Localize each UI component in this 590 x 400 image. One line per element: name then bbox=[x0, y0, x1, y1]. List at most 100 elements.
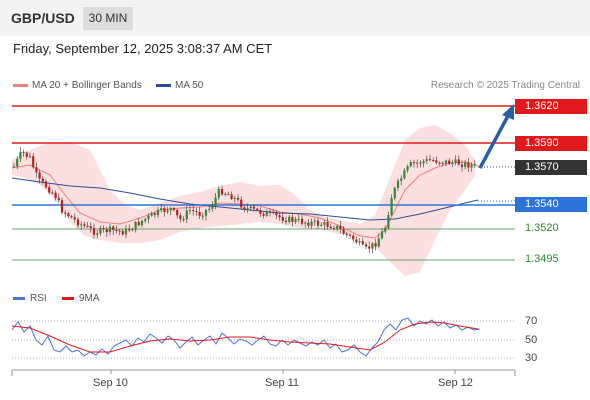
candle-body-135 bbox=[444, 160, 448, 164]
candle-body-143 bbox=[470, 164, 473, 168]
candle-body-138 bbox=[454, 159, 457, 163]
candle-body-11 bbox=[48, 187, 51, 193]
candle-body-141 bbox=[464, 162, 467, 167]
rsi-legend-rsi-label: RSI bbox=[30, 293, 47, 304]
candle-body-42 bbox=[147, 215, 150, 220]
candle-body-97 bbox=[323, 222, 326, 225]
candle-body-107 bbox=[355, 239, 358, 243]
candle-body-66 bbox=[224, 193, 227, 195]
candle-body-114 bbox=[377, 238, 380, 247]
candle-body-84 bbox=[281, 217, 284, 221]
rsi-legend-rsi-swatch bbox=[13, 296, 25, 300]
candle-body-64 bbox=[217, 189, 220, 198]
candle-body-55 bbox=[188, 209, 192, 211]
candle-body-115 bbox=[380, 231, 384, 239]
rsi-legend-ma-label: 9MA bbox=[79, 293, 100, 304]
candle-body-139 bbox=[457, 159, 460, 165]
candle-body-128 bbox=[422, 161, 425, 164]
candle-body-38 bbox=[134, 222, 137, 230]
candle-body-108 bbox=[358, 241, 361, 243]
candle-body-4 bbox=[25, 152, 28, 157]
candle-body-5 bbox=[28, 156, 32, 158]
candle-body-94 bbox=[313, 220, 316, 222]
candle-body-6 bbox=[32, 156, 35, 168]
candle-body-3 bbox=[22, 151, 25, 153]
candle-body-71 bbox=[240, 199, 243, 208]
candle-body-106 bbox=[352, 235, 355, 240]
candle-body-16 bbox=[64, 212, 67, 214]
candle-body-120 bbox=[396, 180, 400, 188]
candle-body-26 bbox=[96, 233, 99, 235]
candle-body-111 bbox=[368, 246, 371, 249]
candle-body-119 bbox=[393, 187, 396, 199]
candle-body-124 bbox=[409, 162, 412, 167]
candle-body-8 bbox=[38, 172, 41, 179]
candle-body-92 bbox=[307, 222, 310, 226]
candle-body-109 bbox=[361, 241, 364, 245]
candle-body-45 bbox=[156, 210, 160, 215]
rsi-level-50: 50 bbox=[525, 334, 538, 346]
candle-body-33 bbox=[118, 230, 121, 232]
forecast-arrowhead-icon bbox=[502, 104, 514, 120]
candle-body-116 bbox=[384, 227, 387, 232]
candle-body-50 bbox=[172, 207, 176, 210]
legend-ma20-swatch bbox=[13, 83, 28, 87]
candle-body-102 bbox=[339, 225, 342, 230]
candle-body-28 bbox=[102, 227, 105, 229]
candle-body-29 bbox=[105, 228, 108, 233]
candle-body-25 bbox=[92, 228, 96, 235]
candle-body-41 bbox=[144, 219, 147, 221]
candle-body-95 bbox=[316, 220, 320, 226]
rsi-ma-line bbox=[11, 321, 479, 353]
candle-body-82 bbox=[275, 212, 278, 216]
candle-body-63 bbox=[214, 197, 217, 206]
price-label-r1: 1.3590 bbox=[515, 136, 587, 151]
candle-body-77 bbox=[259, 210, 262, 214]
candle-body-57 bbox=[195, 210, 198, 212]
candle-body-58 bbox=[198, 211, 201, 216]
candle-body-43 bbox=[150, 213, 153, 216]
candlestick-series bbox=[12, 147, 476, 254]
candle-body-118 bbox=[390, 198, 393, 216]
candle-body-70 bbox=[236, 197, 240, 200]
candle-body-35 bbox=[124, 228, 128, 235]
candle-body-56 bbox=[192, 209, 195, 211]
candle-body-31 bbox=[112, 226, 115, 231]
rsi-level-70: 70 bbox=[525, 315, 538, 327]
rsi-legend-ma-swatch bbox=[62, 296, 74, 300]
chart-datetime: Friday, September 12, 2025 3:08:37 AM CE… bbox=[13, 41, 273, 56]
instrument-title: GBP/USD bbox=[11, 10, 75, 26]
rsi-legend-ma: 9MA bbox=[62, 293, 100, 304]
rsi-level-30: 30 bbox=[525, 352, 538, 364]
x-label-sep12: Sep 12 bbox=[438, 377, 473, 389]
candle-body-44 bbox=[153, 213, 156, 215]
ma50-line bbox=[11, 177, 479, 221]
candle-body-65 bbox=[220, 189, 224, 195]
timeframe-badge[interactable]: 30 MIN bbox=[83, 7, 133, 30]
candle-body-46 bbox=[160, 208, 163, 211]
candle-body-112 bbox=[371, 243, 374, 249]
candle-body-99 bbox=[329, 226, 332, 228]
candle-body-134 bbox=[441, 162, 444, 164]
candle-body-34 bbox=[121, 231, 124, 235]
candle-body-136 bbox=[448, 160, 451, 164]
candle-body-68 bbox=[230, 194, 233, 200]
candle-body-54 bbox=[185, 210, 188, 220]
candle-body-117 bbox=[387, 215, 390, 228]
candle-body-39 bbox=[137, 222, 140, 226]
candle-body-14 bbox=[57, 198, 60, 201]
candle-body-89 bbox=[297, 218, 300, 220]
candle-body-105 bbox=[348, 234, 352, 236]
candle-body-72 bbox=[243, 207, 246, 210]
legend-ma50-swatch bbox=[156, 83, 171, 87]
candle-body-131 bbox=[432, 160, 435, 162]
candle-body-24 bbox=[89, 226, 92, 229]
candle-body-20 bbox=[76, 219, 80, 226]
candle-body-123 bbox=[406, 166, 409, 171]
candle-body-86 bbox=[288, 216, 291, 223]
candle-body-127 bbox=[419, 162, 422, 164]
candle-body-37 bbox=[131, 229, 134, 231]
candle-body-67 bbox=[227, 193, 230, 195]
candle-body-73 bbox=[246, 208, 249, 210]
